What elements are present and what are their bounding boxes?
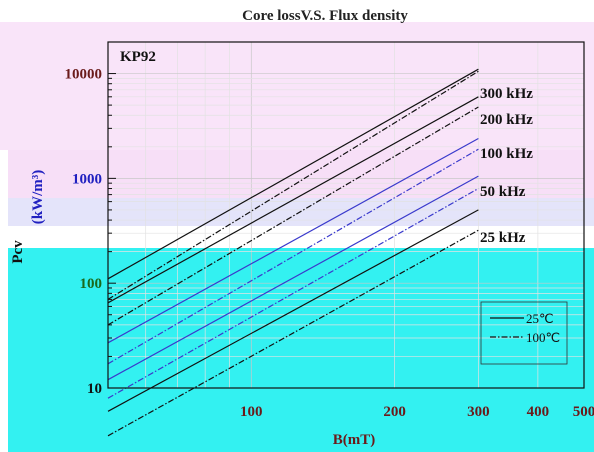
x-axis-label: B(mT) (333, 432, 376, 448)
series-label-200-khz: 200 kHz (480, 112, 533, 128)
overlay-band-pink (8, 150, 594, 198)
plot-frame (107, 41, 585, 389)
y-axis-unit: (kW/m³) (30, 170, 46, 225)
series-line-25-khz-100c (107, 229, 479, 437)
x-tick-label: 400 (527, 404, 550, 420)
legend-label-25c: 25℃ (526, 311, 554, 326)
chart-title: Core lossV.S. Flux density (242, 8, 408, 24)
y-tick-label: 10000 (65, 67, 103, 83)
legend: 25℃ 100℃ (480, 301, 568, 365)
y-tick-label: 1000 (72, 171, 102, 187)
series-line-50-khz-100c (107, 187, 479, 399)
series-label-25-khz: 25 kHz (480, 230, 526, 246)
series-line-300-khz-100c (107, 70, 479, 300)
legend-label-100c: 100℃ (526, 330, 560, 345)
series-line-100-khz-25c (107, 137, 479, 344)
series-label-300-khz: 300 kHz (480, 86, 533, 102)
x-tick-labels: 100 200 300 400 500 (240, 404, 594, 420)
x-tick-label: 500 (573, 404, 594, 420)
x-tick-label: 300 (467, 404, 490, 420)
x-tick-label: 100 (240, 404, 263, 420)
series-label-100-khz: 100 kHz (480, 146, 533, 162)
y-tick-labels: 10 100 1000 10000 (65, 67, 103, 397)
x-tick-label: 200 (383, 404, 406, 420)
y-axis-label: Pcv (10, 240, 26, 264)
series-line-25-khz-25c (107, 209, 479, 412)
series-labels: 300 kHz 200 kHz 100 kHz 50 kHz 25 kHz (480, 86, 533, 246)
series-line-50-khz-25c (107, 175, 479, 381)
series-label-50-khz: 50 kHz (480, 184, 526, 200)
series-line-300-khz-25c (107, 68, 479, 280)
material-label: KP92 (120, 49, 156, 65)
series-line-100-khz-100c (107, 148, 479, 365)
series-line-200-khz-100c (107, 106, 479, 326)
y-tick-label: 100 (80, 276, 103, 292)
overlay-band-cyan (8, 248, 594, 452)
series-line-200-khz-25c (107, 96, 479, 304)
y-tick-label: 10 (87, 381, 102, 397)
series-lines (107, 68, 479, 437)
legend-box (480, 301, 568, 365)
